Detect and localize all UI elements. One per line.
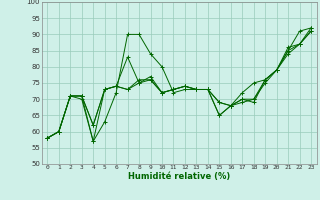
X-axis label: Humidité relative (%): Humidité relative (%) <box>128 172 230 181</box>
